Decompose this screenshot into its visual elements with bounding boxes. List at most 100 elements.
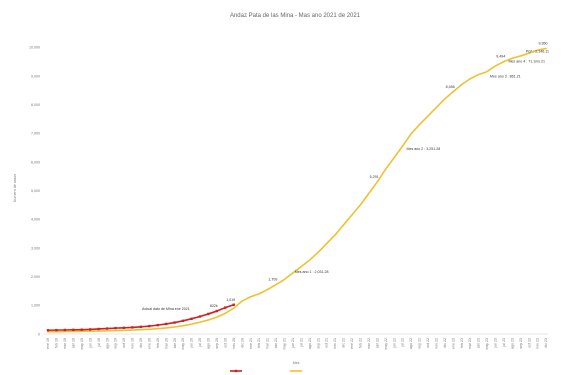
annotations: Actual dato de Mina ene 2021 Mes ano 1 : … (142, 49, 549, 310)
x-tick-label: jul 20 (198, 338, 202, 348)
x-tick-label: ene 22 (350, 338, 354, 349)
x-tick-label: sep 22 (418, 338, 422, 349)
x-tick-label: nov 19 (131, 338, 135, 349)
x-tick-label: jun 19 (88, 338, 92, 349)
annotation-label: Mes ano 4 : 71.1ms 21 (508, 59, 545, 63)
x-tick-label: jun 23 (494, 338, 498, 349)
data-point-marker (164, 322, 168, 326)
data-point-marker (181, 319, 185, 323)
x-tick-label: abr 23 (477, 338, 481, 348)
data-point-marker (122, 326, 126, 330)
annotation-label: Mes ano 2 : 3,251.28 (407, 147, 441, 151)
data-point-marker (55, 328, 58, 332)
data-point-marker (46, 329, 50, 332)
x-tick-label: jul 19 (97, 338, 101, 348)
x-tick-label: sep 19 (114, 338, 118, 349)
x-tick-label: ago 23 (510, 338, 514, 349)
x-ticks: ene 19 feb 19 mar 19 abr 19 may 19 jun 19 jul … (46, 338, 548, 350)
x-tick-label: ene 19 (46, 338, 50, 349)
x-tick-label: ago 19 (105, 338, 109, 349)
x-tick-label: nov 22 (434, 338, 438, 349)
x-tick-label: nov 20 (232, 338, 236, 349)
data-label: 9,494 (496, 55, 505, 59)
x-tick-label: may 22 (384, 338, 388, 350)
x-tick-label: nov 23 (536, 338, 540, 349)
data-point-marker (224, 306, 227, 309)
data-label: 1,019 (226, 298, 235, 302)
chart-title: Andaz Pata de las Mina - Mas ano 2021 de… (230, 13, 361, 19)
data-label: 8,456 (446, 85, 455, 89)
x-tick-label: nov 21 (333, 338, 337, 349)
x-tick-label: feb 19 (55, 338, 59, 348)
x-tick-label: ene 20 (147, 338, 151, 349)
x-tick-label: abr 19 (72, 338, 76, 348)
x-tick-label: sep 21 (316, 338, 320, 349)
annotation-label: Mes ano 1 : 2,031.28 (295, 270, 329, 274)
data-point-marker (139, 325, 143, 329)
y-tick-label: 5,000 (31, 189, 40, 193)
y-tick-label: 2,000 (31, 275, 40, 279)
data-label: 5,291 (370, 175, 379, 179)
annotation-label: PG* : 2,146.11 (526, 49, 549, 53)
x-tick-label: may 19 (80, 338, 84, 350)
series-line-1 (47, 47, 547, 333)
legend-marker-0 (234, 369, 238, 373)
x-tick-label: dic 22 (443, 338, 447, 348)
series-lines (47, 47, 547, 333)
x-tick-label: oct 22 (426, 338, 430, 348)
x-tick-label: jun 20 (190, 338, 194, 349)
data-point-marker (114, 326, 117, 330)
data-point-marker (198, 315, 202, 318)
y-tick-label: 4,000 (31, 218, 40, 222)
y-ticks: 0 1,000 2,000 3,000 4,000 5,000 6,000 7,000 8,00… (29, 46, 40, 337)
x-tick-label: ago 22 (409, 338, 413, 349)
x-tick-label: mar 19 (63, 338, 67, 349)
x-axis-label: Mes (293, 361, 300, 365)
data-point-marker (207, 312, 210, 316)
y-tick-label: 6,000 (31, 160, 40, 164)
x-tick-label: abr 21 (274, 338, 278, 348)
x-tick-label: jul 22 (401, 338, 405, 348)
x-tick-label: jul 23 (502, 338, 506, 348)
x-tick-label: ene 23 (451, 338, 455, 349)
data-point-marker (72, 328, 75, 332)
x-tick-label: dic 23 (544, 338, 548, 348)
x-tick-label: mar 21 (266, 338, 270, 349)
x-tick-label: sep 23 (519, 338, 523, 349)
x-tick-label: oct 21 (325, 338, 329, 348)
data-labels: 822k 1,019 1,709 5,291 8,456 9,494 9,950 (210, 41, 548, 308)
y-tick-label: 9,000 (31, 74, 40, 78)
x-tick-label: sep 20 (215, 338, 219, 349)
data-point-marker (97, 327, 100, 331)
data-point-marker (80, 328, 83, 331)
x-tick-label: feb 23 (460, 338, 464, 348)
data-point-marker (105, 327, 109, 330)
annotation-label: Mes ano 3 : 861.21 (490, 75, 521, 79)
data-point-marker (156, 323, 159, 327)
data-point-marker (190, 317, 193, 321)
data-point-marker (232, 303, 235, 306)
y-tick-label: 8,000 (31, 103, 40, 107)
legend (230, 369, 302, 373)
x-tick-label: mar 20 (164, 338, 168, 349)
x-tick-label: feb 21 (257, 338, 261, 348)
x-tick-label: ene 21 (249, 338, 253, 349)
data-point-marker (63, 328, 67, 332)
y-tick-label: 3,000 (31, 246, 40, 250)
y-tick-label: 1,000 (31, 304, 40, 308)
data-point-marker (215, 309, 219, 313)
y-tick-label: 0 (38, 332, 40, 336)
x-tick-label: feb 20 (156, 338, 160, 348)
x-tick-label: dic 21 (342, 338, 346, 348)
x-tick-label: ago 21 (308, 338, 312, 349)
data-point-marker (89, 328, 92, 331)
x-tick-label: abr 22 (375, 338, 379, 348)
data-point-marker (173, 321, 176, 324)
x-tick-label: may 20 (181, 338, 185, 350)
data-point-marker (131, 326, 134, 329)
x-tick-label: oct 19 (122, 338, 126, 348)
x-tick-label: abr 20 (173, 338, 177, 348)
x-tick-label: oct 20 (223, 338, 227, 348)
x-tick-label: mar 22 (367, 338, 371, 349)
